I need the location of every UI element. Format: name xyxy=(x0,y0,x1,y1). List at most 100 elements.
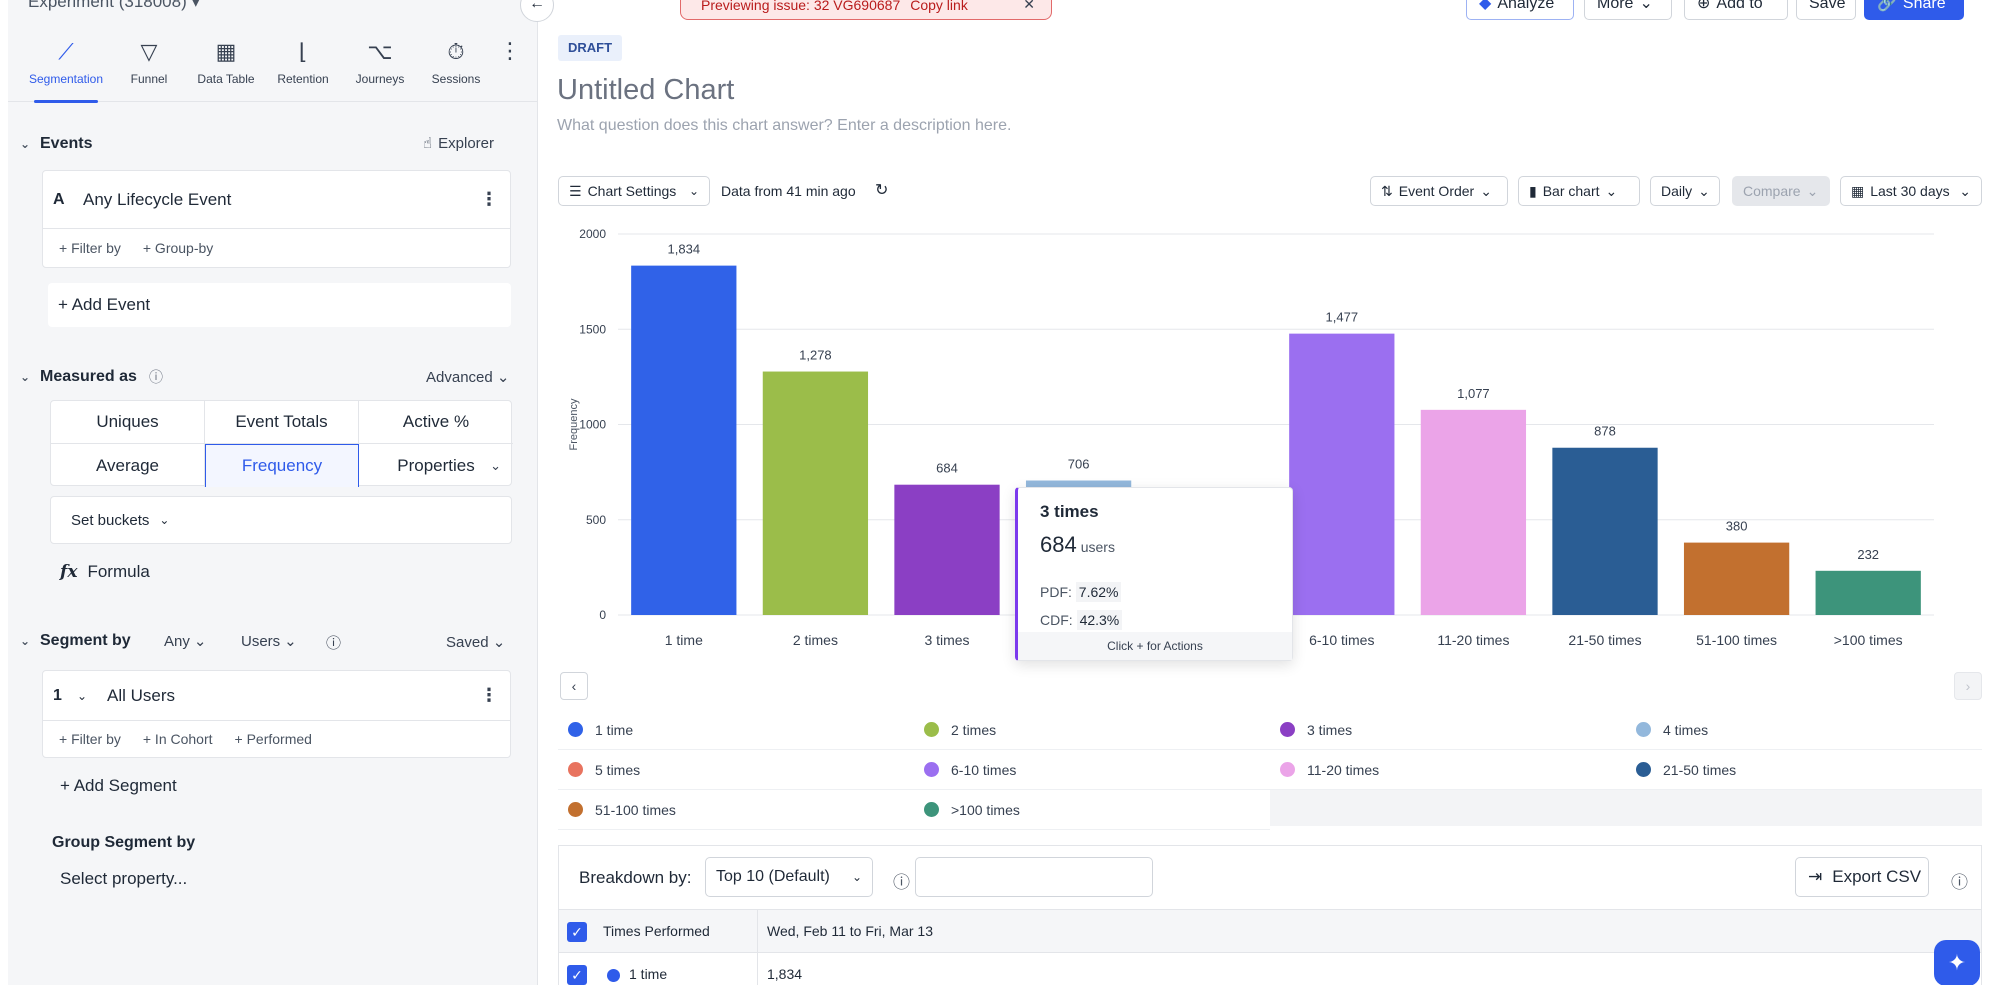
legend-item[interactable]: 21-50 times xyxy=(1626,750,1982,790)
refresh-icon[interactable]: ↻ xyxy=(875,182,889,199)
legend-item[interactable]: 5 times xyxy=(558,750,914,790)
column-times-performed[interactable]: Times Performed xyxy=(603,923,710,939)
ai-assistant-button[interactable]: ✦ xyxy=(1934,940,1980,985)
segment-menu-icon[interactable]: ⋮ xyxy=(480,685,498,705)
event-order-dropdown[interactable]: ⇅ Event Order ⌄ xyxy=(1370,176,1508,206)
add-to-button[interactable]: ⊕ Add to xyxy=(1684,0,1788,20)
bar[interactable] xyxy=(1289,333,1395,615)
segment-performed-button[interactable]: + Performed xyxy=(234,731,312,747)
measure-uniques[interactable]: Uniques xyxy=(51,401,205,444)
column-date-range[interactable]: Wed, Feb 11 to Fri, Mar 13 xyxy=(767,923,933,939)
chart-type-dropdown[interactable]: ▮ Bar chart ⌄ xyxy=(1518,176,1640,206)
breakdown-label: Breakdown by: xyxy=(579,868,692,887)
chart-title[interactable]: Untitled Chart xyxy=(557,74,735,106)
analyze-button[interactable]: ◆ Analyze xyxy=(1466,0,1574,20)
row-checkbox[interactable]: ✓ xyxy=(567,965,587,985)
collapse-panel-button[interactable]: ← xyxy=(520,0,554,22)
segment-users-dropdown[interactable]: Users ⌄ xyxy=(241,632,297,651)
legend-item[interactable]: 1 time xyxy=(558,710,914,750)
legend-dot xyxy=(1280,762,1295,777)
bar[interactable] xyxy=(1420,409,1527,615)
share-button[interactable]: 🔗 Share xyxy=(1864,0,1964,20)
legend-item[interactable]: 51-100 times xyxy=(558,790,914,830)
event-row[interactable]: A Any Lifecycle Event ⋮ xyxy=(43,171,510,229)
save-button[interactable]: Save xyxy=(1796,0,1856,20)
set-buckets-dropdown[interactable]: Set buckets ⌄ xyxy=(50,496,512,544)
tab-retention[interactable]: ⌊ Retention xyxy=(265,36,341,102)
table-row[interactable]: ✓ 1 time 1,834 xyxy=(558,953,1982,985)
info-icon[interactable]: ⓘ xyxy=(893,873,910,892)
breakdown-select[interactable]: Top 10 (Default) ⌄ xyxy=(705,857,873,897)
event-group-by-button[interactable]: + Group-by xyxy=(142,240,214,256)
bar-tooltip[interactable]: 3 times 684 users PDF: 7.62% CDF: 42.3% C… xyxy=(1015,487,1293,661)
chevron-down-icon[interactable]: ⌄ xyxy=(688,184,699,198)
explorer-button[interactable]: ☝ Explorer xyxy=(423,134,494,153)
tab-data-table[interactable]: ▦ Data Table xyxy=(188,36,264,102)
tab-funnel[interactable]: ▽ Funnel xyxy=(111,36,187,102)
events-section-header[interactable]: ⌄ Events xyxy=(20,135,93,152)
tab-sessions[interactable]: ⏱ Sessions xyxy=(418,36,494,102)
experiment-title[interactable]: Experiment (318008) ▾ xyxy=(28,0,201,11)
export-csv-button[interactable]: ⇥ Export CSV xyxy=(1795,857,1929,897)
chart-legend: 1 time 2 times 3 times 4 times 5 times 6-10 t… xyxy=(558,710,1982,830)
bar[interactable] xyxy=(1552,447,1658,615)
event-name[interactable]: Any Lifecycle Event xyxy=(83,189,232,209)
segment-by-header[interactable]: ⌄ Segment by xyxy=(20,632,131,649)
add-event-button[interactable]: + Add Event xyxy=(48,283,511,327)
close-icon[interactable]: ✕ xyxy=(1023,0,1035,12)
select-property-dropdown[interactable]: Select property... xyxy=(60,869,188,888)
bar[interactable] xyxy=(631,265,737,615)
bar[interactable] xyxy=(1815,570,1921,615)
info-icon[interactable]: ⓘ xyxy=(1951,873,1968,892)
segment-row[interactable]: 1 ⌄ All Users ⋮ xyxy=(43,671,510,721)
preview-toast: Previewing issue: 32 VG690687 Copy link … xyxy=(680,0,1052,20)
info-icon[interactable]: ⓘ xyxy=(326,635,342,652)
bar[interactable] xyxy=(1683,542,1790,615)
info-icon[interactable]: ⓘ xyxy=(148,369,163,385)
chart-description[interactable]: What question does this chart answer? En… xyxy=(557,117,1012,134)
copy-link-button[interactable]: Copy link xyxy=(910,0,968,13)
tab-journeys[interactable]: ⌥ Journeys xyxy=(342,36,418,102)
advanced-dropdown[interactable]: Advanced ⌄ xyxy=(426,369,510,386)
select-all-checkbox[interactable]: ✓ xyxy=(567,922,587,942)
chevron-down-icon[interactable]: ⌄ xyxy=(77,688,88,703)
legend-item[interactable]: 4 times xyxy=(1626,710,1982,750)
explorer-icon: ☝ xyxy=(423,135,433,152)
legend-item[interactable]: 6-10 times xyxy=(914,750,1270,790)
segment-any-dropdown[interactable]: Any ⌄ xyxy=(164,632,207,651)
measure-average[interactable]: Average xyxy=(51,444,205,487)
legend-item[interactable]: >100 times xyxy=(914,790,1270,830)
more-button[interactable]: More ⌄ xyxy=(1584,0,1672,20)
legend-item[interactable]: 2 times xyxy=(914,710,1270,750)
chart-settings-button[interactable]: ☰ Chart Settings ⌄ xyxy=(558,176,710,206)
interval-dropdown[interactable]: Daily ⌄ xyxy=(1650,176,1720,206)
bar-value-label: 1,278 xyxy=(799,348,832,363)
breakdown-search-input[interactable] xyxy=(915,857,1153,897)
segment-name[interactable]: All Users xyxy=(107,685,176,705)
measure-options-grid: Uniques Event Totals Active % Average Freque… xyxy=(50,400,513,487)
chevron-left-icon[interactable]: ‹ xyxy=(560,672,588,700)
measure-event-totals[interactable]: Event Totals xyxy=(205,401,359,444)
chevron-down-icon[interactable]: ⌄ xyxy=(490,457,501,473)
bar[interactable] xyxy=(894,484,1000,615)
measured-as-header[interactable]: ⌄ Measured as ⓘ xyxy=(20,368,163,385)
segment-filter-by-button[interactable]: + Filter by xyxy=(59,731,121,747)
more-report-types-icon[interactable]: ⋮ xyxy=(499,38,521,63)
date-range-dropdown[interactable]: ▦ Last 30 days ⌄ xyxy=(1840,176,1982,206)
tooltip-actions-hint: Click + for Actions xyxy=(1018,632,1292,660)
formula-button[interactable]: fx Formula xyxy=(60,562,150,582)
chevron-down-icon: ⌄ xyxy=(159,513,170,527)
saved-segments-dropdown[interactable]: Saved ⌄ xyxy=(446,634,506,651)
event-filter-by-button[interactable]: + Filter by xyxy=(59,240,121,256)
add-segment-button[interactable]: + Add Segment xyxy=(60,776,177,795)
tab-segmentation[interactable]: ⟋ Segmentation xyxy=(28,36,104,103)
segment-in-cohort-button[interactable]: + In Cohort xyxy=(142,731,213,747)
measure-properties[interactable]: Properties ⌄ xyxy=(397,455,501,475)
legend-dot xyxy=(568,722,583,737)
measure-frequency[interactable]: Frequency xyxy=(205,444,359,487)
legend-item[interactable]: 11-20 times xyxy=(1270,750,1626,790)
legend-item[interactable]: 3 times xyxy=(1270,710,1626,750)
event-menu-icon[interactable]: ⋮ xyxy=(480,189,498,209)
measure-active[interactable]: Active % xyxy=(359,401,513,444)
bar[interactable] xyxy=(762,371,869,615)
